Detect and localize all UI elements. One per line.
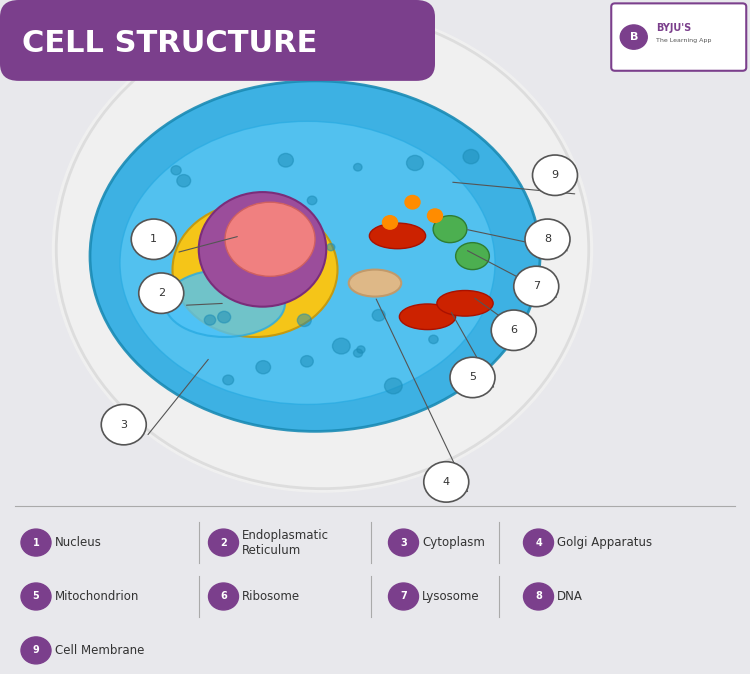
Circle shape — [21, 583, 51, 610]
Circle shape — [525, 219, 570, 259]
Circle shape — [21, 637, 51, 664]
Ellipse shape — [120, 121, 495, 404]
Text: 3: 3 — [400, 538, 406, 547]
Circle shape — [385, 378, 402, 394]
Ellipse shape — [199, 192, 326, 307]
Text: 5: 5 — [33, 592, 39, 601]
Circle shape — [514, 266, 559, 307]
Text: Golgi Apparatus: Golgi Apparatus — [557, 536, 652, 549]
Ellipse shape — [165, 270, 285, 337]
Circle shape — [357, 346, 365, 353]
Circle shape — [308, 196, 317, 205]
Circle shape — [332, 338, 350, 354]
Text: 6: 6 — [510, 326, 518, 335]
Ellipse shape — [455, 243, 489, 270]
FancyBboxPatch shape — [611, 3, 746, 71]
Ellipse shape — [436, 290, 494, 316]
Text: 6: 6 — [220, 592, 227, 601]
Circle shape — [171, 166, 182, 175]
Text: Cytoplasm: Cytoplasm — [422, 536, 485, 549]
Circle shape — [139, 273, 184, 313]
Text: CELL STRUCTURE: CELL STRUCTURE — [22, 29, 318, 59]
Text: Nucleus: Nucleus — [55, 536, 102, 549]
Text: 7: 7 — [532, 282, 540, 291]
Text: Ribosome: Ribosome — [242, 590, 300, 603]
Circle shape — [353, 164, 362, 171]
Text: Cell Membrane: Cell Membrane — [55, 644, 144, 657]
Circle shape — [405, 195, 420, 209]
Circle shape — [463, 150, 479, 164]
Ellipse shape — [90, 81, 540, 431]
Text: 2: 2 — [158, 288, 165, 298]
Circle shape — [532, 155, 578, 195]
Circle shape — [429, 335, 438, 344]
FancyBboxPatch shape — [0, 0, 435, 81]
Ellipse shape — [225, 202, 315, 276]
Text: 9: 9 — [33, 646, 39, 655]
Circle shape — [372, 309, 386, 321]
Text: The Learning App: The Learning App — [656, 38, 712, 43]
Circle shape — [297, 314, 311, 326]
Circle shape — [223, 375, 234, 385]
Circle shape — [388, 583, 418, 610]
Circle shape — [209, 529, 238, 556]
Circle shape — [427, 209, 442, 222]
Circle shape — [101, 404, 146, 445]
Circle shape — [21, 529, 51, 556]
Text: 9: 9 — [551, 171, 559, 180]
Text: 8: 8 — [535, 592, 542, 601]
Circle shape — [209, 583, 238, 610]
Text: 8: 8 — [544, 235, 551, 244]
Circle shape — [204, 315, 216, 325]
Text: 7: 7 — [400, 592, 406, 601]
Text: 5: 5 — [469, 373, 476, 382]
Ellipse shape — [433, 216, 466, 243]
Ellipse shape — [399, 304, 455, 330]
Circle shape — [524, 583, 554, 610]
Circle shape — [388, 529, 418, 556]
Circle shape — [491, 310, 536, 350]
Text: B: B — [629, 32, 638, 42]
Circle shape — [301, 356, 313, 367]
Ellipse shape — [369, 223, 426, 249]
Ellipse shape — [349, 270, 401, 297]
Circle shape — [382, 216, 398, 229]
Text: 1: 1 — [33, 538, 39, 547]
Circle shape — [353, 349, 363, 357]
Text: 3: 3 — [120, 420, 128, 429]
Circle shape — [450, 357, 495, 398]
Circle shape — [131, 219, 176, 259]
Circle shape — [406, 156, 424, 171]
Circle shape — [327, 243, 334, 251]
Circle shape — [620, 25, 647, 49]
Text: DNA: DNA — [557, 590, 584, 603]
Circle shape — [53, 7, 592, 492]
Circle shape — [278, 154, 293, 167]
Circle shape — [424, 462, 469, 502]
Text: Mitochondrion: Mitochondrion — [55, 590, 140, 603]
Circle shape — [524, 529, 554, 556]
Text: 4: 4 — [442, 477, 450, 487]
Ellipse shape — [172, 202, 338, 337]
Circle shape — [256, 361, 271, 374]
Text: Lysosome: Lysosome — [422, 590, 480, 603]
Text: BYJU'S: BYJU'S — [656, 24, 692, 33]
Text: 1: 1 — [150, 235, 158, 244]
Text: 2: 2 — [220, 538, 227, 547]
Circle shape — [217, 311, 231, 323]
Circle shape — [177, 175, 190, 187]
Text: Endoplasmatic
Reticulum: Endoplasmatic Reticulum — [242, 528, 329, 557]
Text: 4: 4 — [536, 538, 542, 547]
